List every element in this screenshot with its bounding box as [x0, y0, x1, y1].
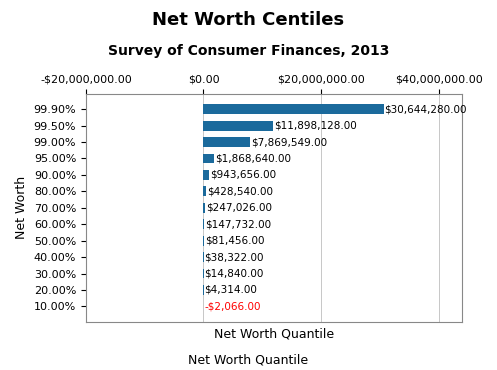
Text: $247,026.00: $247,026.00 — [206, 203, 272, 213]
Text: $81,456.00: $81,456.00 — [205, 236, 264, 246]
Text: Net Worth Quantile: Net Worth Quantile — [188, 353, 309, 366]
Text: $7,869,549.00: $7,869,549.00 — [250, 137, 327, 147]
Text: $14,840.00: $14,840.00 — [204, 269, 264, 279]
Bar — [203, 154, 215, 164]
Text: $428,540.00: $428,540.00 — [207, 186, 273, 196]
Bar — [203, 170, 209, 180]
Text: $11,898,128.00: $11,898,128.00 — [274, 121, 357, 131]
Text: $38,322.00: $38,322.00 — [205, 252, 264, 262]
Text: -$2,066.00: -$2,066.00 — [204, 301, 261, 312]
Text: $4,314.00: $4,314.00 — [204, 285, 257, 295]
Bar — [203, 121, 273, 131]
Bar — [203, 186, 206, 196]
Text: $30,644,280.00: $30,644,280.00 — [385, 104, 467, 114]
Text: $943,656.00: $943,656.00 — [210, 170, 276, 180]
Bar — [203, 137, 250, 147]
Text: $1,868,640.00: $1,868,640.00 — [215, 154, 291, 164]
Bar — [203, 219, 204, 229]
Bar — [203, 203, 205, 213]
X-axis label: Net Worth Quantile: Net Worth Quantile — [214, 327, 334, 340]
Text: $147,732.00: $147,732.00 — [205, 219, 271, 229]
Text: Net Worth Centiles: Net Worth Centiles — [153, 11, 344, 29]
Text: Survey of Consumer Finances, 2013: Survey of Consumer Finances, 2013 — [108, 44, 389, 58]
Y-axis label: Net Worth: Net Worth — [15, 176, 28, 239]
Bar — [203, 104, 384, 114]
